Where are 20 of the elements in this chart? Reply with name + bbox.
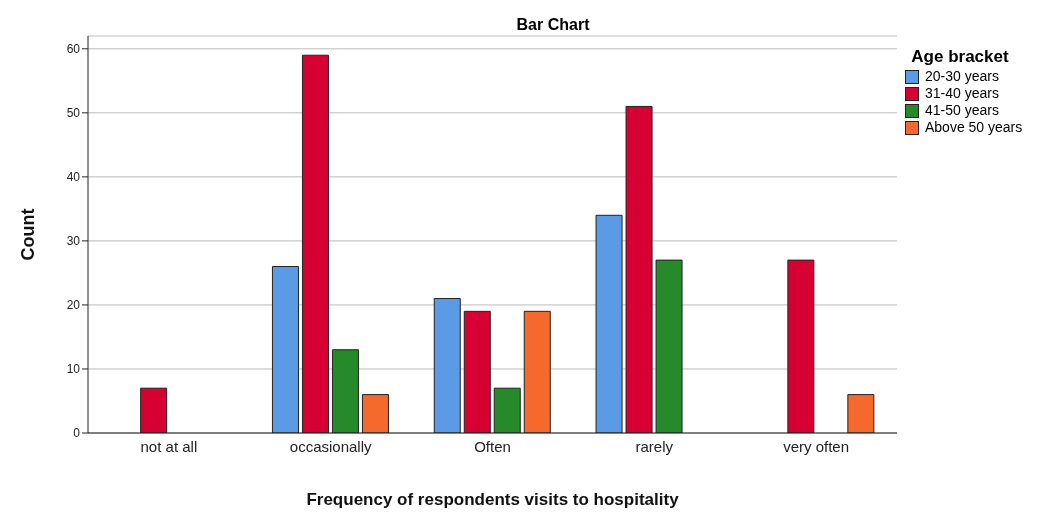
chart-title: Bar Chart bbox=[516, 16, 591, 33]
x-tick-label: not at all bbox=[140, 437, 198, 455]
legend-label: 41-50 years bbox=[924, 102, 1000, 119]
y-tick-label: 10 bbox=[66, 362, 81, 377]
legend-title: Age bracket bbox=[910, 47, 1010, 66]
x-tick-label: occasionally bbox=[289, 437, 373, 455]
y-tick-label: 20 bbox=[66, 298, 81, 313]
legend-label: 31-40 years bbox=[924, 85, 1000, 102]
legend-label: Above 50 years bbox=[924, 119, 1024, 136]
y-axis-title: Count bbox=[18, 208, 39, 261]
x-axis-title: Frequency of respondents visits to hospitality bbox=[306, 490, 680, 509]
x-tick-label: very often bbox=[783, 437, 850, 455]
y-tick-label: 30 bbox=[66, 234, 81, 249]
y-tick-label: 0 bbox=[73, 426, 81, 441]
x-tick-label: Often bbox=[474, 437, 511, 455]
y-tick-label: 60 bbox=[66, 42, 81, 57]
y-tick-label: 50 bbox=[66, 106, 81, 121]
legend-label: 20-30 years bbox=[924, 68, 1000, 85]
y-tick-label: 40 bbox=[66, 170, 81, 185]
x-tick-label: rarely bbox=[635, 437, 674, 455]
